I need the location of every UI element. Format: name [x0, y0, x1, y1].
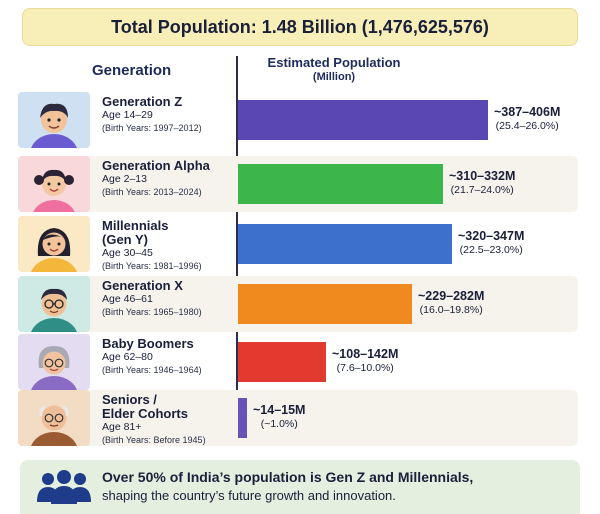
row-baby-boomers: Baby Boomers Age 62–80 (Birth Years: 194… [18, 334, 578, 390]
generation-name: Seniors / [102, 392, 157, 407]
row-millennials: Millennials (Gen Y) Age 30–45 (Birth Yea… [18, 216, 578, 272]
unit-label: (Million) [312, 71, 356, 83]
generation-birth-years: (Birth Years: 2013–2024) [102, 187, 202, 197]
gen-z-boy-avatar [18, 92, 90, 148]
bar-percent-label: (22.5–23.0%) [459, 244, 523, 256]
baby-boomers-text: Baby Boomers Age 62–80 (Birth Years: 194… [102, 337, 242, 376]
generation-age: Age 2–13 [102, 173, 147, 185]
generation-column-header: Generation [92, 62, 172, 79]
seniors-text: Seniors / Elder Cohorts Age 81+ (Birth Y… [102, 393, 242, 446]
bar-percent-label: (16.0–19.8%) [419, 304, 483, 316]
bar-value-label-generation-x: ~229–282M (16.0–19.8%) [418, 289, 484, 317]
bar-value-label-baby-boomers: ~108–142M (7.6–10.0%) [332, 347, 398, 375]
bar-baby-boomers [238, 342, 326, 382]
people-group-icon [36, 470, 92, 504]
bar-range-label: ~320–347M [458, 229, 525, 243]
generation-age: Age 30–45 [102, 247, 153, 259]
title-banner: Total Population: 1.48 Billion (1,476,62… [22, 8, 578, 46]
bar-value-label-millennials: ~320–347M (22.5–23.0%) [458, 229, 524, 257]
footer-subline: shaping the country’s future growth and … [102, 488, 396, 503]
generation-name: Generation Alpha [102, 158, 210, 173]
bar-generation-alpha [238, 164, 443, 204]
bar-value-label-generation-z: ~387–406M (25.4–26.0%) [494, 105, 560, 133]
generation-birth-years: (Birth Years: 1981–1996) [102, 261, 202, 271]
generation-name: Baby Boomers [102, 336, 194, 351]
generation-x-text: Generation X Age 46–61 (Birth Years: 196… [102, 279, 242, 318]
bar-range-label: ~108–142M [332, 347, 399, 361]
bar-value-label-seniors: ~14–15M (~1.0%) [253, 403, 305, 431]
generation-name: Generation X [102, 278, 183, 293]
generation-birth-years: (Birth Years: 1997–2012) [102, 123, 202, 133]
axis-divider [236, 56, 238, 446]
row-generation-z: Generation Z Age 14–29 (Birth Years: 199… [18, 92, 578, 148]
generation-alpha-text: Generation Alpha Age 2–13 (Birth Years: … [102, 159, 242, 198]
bar-seniors [238, 398, 247, 438]
footer-headline: Over 50% of India’s population is Gen Z … [102, 469, 474, 485]
generation-birth-years: (Birth Years: Before 1945) [102, 435, 206, 445]
bar-range-label: ~387–406M [494, 105, 561, 119]
bar-percent-label: (~1.0%) [260, 418, 298, 430]
boomer-woman-avatar [18, 334, 90, 390]
generation-name: Generation Z [102, 94, 183, 109]
bar-percent-label: (25.4–26.0%) [495, 120, 559, 132]
gen-alpha-girl-avatar [18, 156, 90, 212]
generation-age: Age 62–80 [102, 351, 153, 363]
footer-callout: Over 50% of India’s population is Gen Z … [20, 460, 580, 514]
estimated-population-column-header: Estimated Population (Million) [244, 56, 424, 84]
row-seniors: Seniors / Elder Cohorts Age 81+ (Birth Y… [18, 390, 578, 446]
millennial-woman-avatar [18, 216, 90, 272]
bar-generation-x [238, 284, 412, 324]
millennials-text: Millennials (Gen Y) Age 30–45 (Birth Yea… [102, 219, 242, 272]
bar-range-label: ~229–282M [418, 289, 485, 303]
bar-millennials [238, 224, 452, 264]
footer-text: Over 50% of India’s population is Gen Z … [102, 468, 572, 505]
bar-range-label: ~310–332M [449, 169, 516, 183]
bar-range-label: ~14–15M [253, 403, 306, 417]
generation-z-text: Generation Z Age 14–29 (Birth Years: 199… [102, 95, 242, 134]
gen-x-man-avatar [18, 276, 90, 332]
bar-percent-label: (7.6–10.0%) [336, 362, 394, 374]
senior-man-avatar [18, 390, 90, 446]
generation-age: Age 14–29 [102, 109, 153, 121]
bar-generation-z [238, 100, 488, 140]
generation-birth-years: (Birth Years: 1946–1964) [102, 365, 202, 375]
chart-title: Total Population: 1.48 Billion (1,476,62… [111, 16, 489, 37]
generation-birth-years: (Birth Years: 1965–1980) [102, 307, 202, 317]
bar-value-label-generation-alpha: ~310–332M (21.7–24.0%) [449, 169, 515, 197]
generation-age: Age 81+ [102, 421, 142, 433]
estimated-population-label: Estimated Population [267, 55, 401, 70]
generation-name-suffix: Elder Cohorts [102, 406, 188, 421]
generation-age: Age 46–61 [102, 293, 153, 305]
generation-name-suffix: (Gen Y) [102, 232, 148, 247]
bar-percent-label: (21.7–24.0%) [450, 184, 514, 196]
generation-name: Millennials [102, 218, 169, 233]
